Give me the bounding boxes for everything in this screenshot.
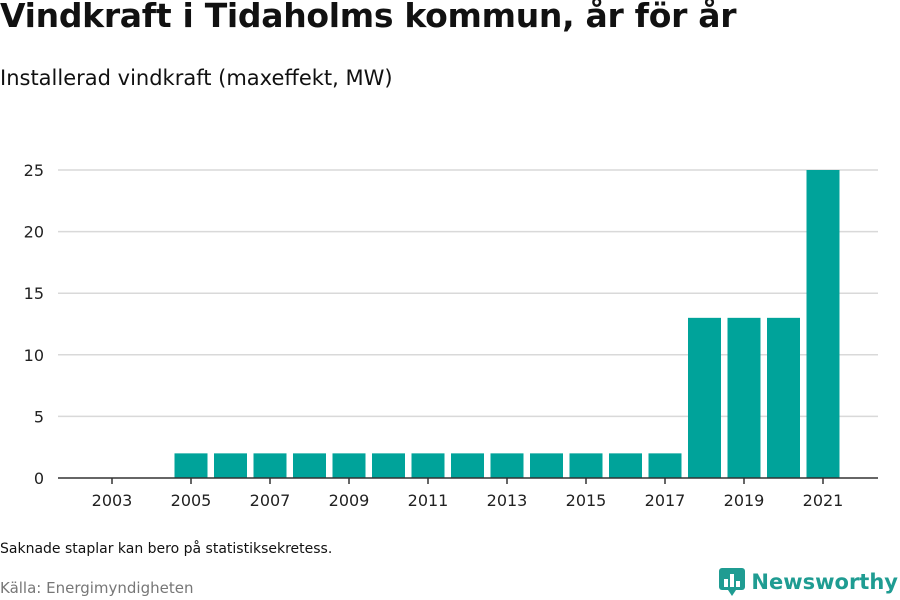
x-tick-label: 2015 (566, 491, 607, 510)
bar-2016 (609, 453, 642, 478)
bar-chart-logo-icon (719, 568, 746, 596)
x-tick-label: 2009 (329, 491, 370, 510)
brand-logo[interactable]: Newsworthy (719, 568, 898, 596)
bar-2009 (332, 453, 366, 478)
brand-name: Newsworthy (751, 570, 898, 594)
bar-2017 (648, 453, 682, 478)
bar-2012 (451, 453, 484, 478)
bar-2019 (727, 317, 761, 478)
bar-2011 (411, 453, 445, 478)
y-tick-label: 20 (24, 223, 44, 242)
chart-title: Vindkraft i Tidaholms kommun, år för år (0, 0, 737, 35)
axes: 0 5 10 15 20 25 2003 2005 2007 2009 2011 2013 2015 20… (24, 161, 878, 510)
bar-2018 (688, 317, 721, 478)
y-tick-label: 0 (34, 469, 44, 488)
bar-2013 (490, 453, 524, 478)
x-tick-label: 2019 (724, 491, 765, 510)
bars (174, 170, 840, 478)
y-tick-label: 5 (34, 407, 44, 426)
footnote: Saknade staplar kan bero på statistiksek… (0, 541, 333, 557)
y-tick-label: 10 (24, 346, 44, 365)
x-tick-label: 2021 (803, 491, 844, 510)
bar-2021 (806, 170, 840, 478)
bar-2007 (253, 453, 287, 478)
chart-subtitle: Installerad vindkraft (maxeffekt, MW) (0, 66, 393, 90)
x-tick-label: 2017 (645, 491, 686, 510)
x-tick-label: 2003 (92, 491, 133, 510)
x-tick-label: 2011 (408, 491, 449, 510)
bar-chart: 0 5 10 15 20 25 2003 2005 2007 2009 2011 2013 2015 20… (24, 161, 878, 510)
y-tick-label: 15 (24, 284, 44, 303)
x-tick-label: 2013 (487, 491, 528, 510)
source-text: Källa: Energimyndigheten (0, 579, 194, 597)
x-tick-label: 2005 (171, 491, 212, 510)
bar-2015 (569, 453, 603, 478)
bar-2006 (214, 453, 247, 478)
bar-2008 (293, 453, 326, 478)
y-tick-label: 25 (24, 161, 44, 180)
bar-2005 (174, 453, 208, 478)
bar-2014 (530, 453, 563, 478)
bar-2020 (767, 317, 800, 478)
bar-2010 (372, 453, 405, 478)
x-tick-label: 2007 (250, 491, 291, 510)
